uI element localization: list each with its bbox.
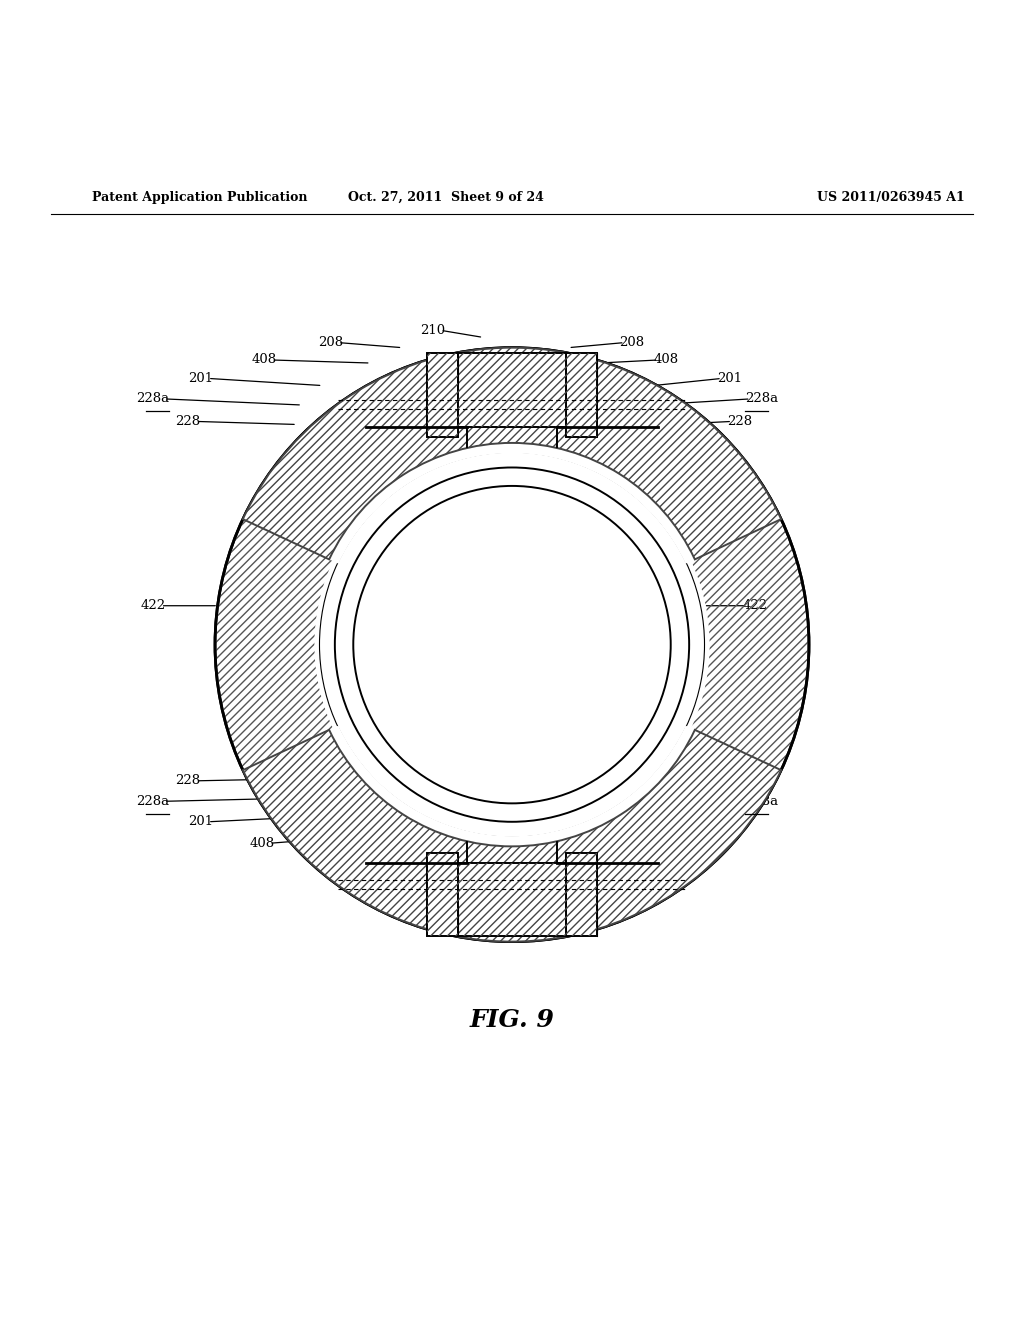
Text: 228a: 228a bbox=[745, 392, 778, 405]
Bar bbox=[458, 352, 566, 426]
Text: 228a: 228a bbox=[136, 392, 169, 405]
Text: 201: 201 bbox=[717, 372, 742, 385]
Bar bbox=[458, 863, 566, 936]
Bar bbox=[566, 352, 597, 437]
Text: 201: 201 bbox=[187, 372, 213, 385]
Text: 201: 201 bbox=[717, 816, 742, 828]
Bar bbox=[427, 853, 458, 936]
Text: 208: 208 bbox=[317, 337, 343, 348]
Bar bbox=[566, 853, 597, 936]
Text: 408: 408 bbox=[249, 837, 274, 850]
Text: 228: 228 bbox=[727, 775, 753, 787]
Circle shape bbox=[215, 347, 809, 941]
Bar bbox=[566, 352, 597, 437]
Text: 208: 208 bbox=[317, 857, 343, 870]
Circle shape bbox=[353, 486, 671, 804]
Text: 422: 422 bbox=[140, 599, 166, 612]
Bar bbox=[566, 853, 597, 936]
Text: Patent Application Publication: Patent Application Publication bbox=[92, 190, 307, 203]
Bar bbox=[458, 863, 566, 936]
Text: 228a: 228a bbox=[136, 795, 169, 808]
Text: 228: 228 bbox=[175, 775, 201, 787]
Bar bbox=[427, 853, 458, 936]
Text: 408: 408 bbox=[251, 354, 276, 367]
Wedge shape bbox=[243, 726, 781, 941]
Text: 228a: 228a bbox=[745, 795, 778, 808]
Text: 201: 201 bbox=[187, 816, 213, 828]
Circle shape bbox=[314, 447, 710, 842]
Text: FIG. 9: FIG. 9 bbox=[470, 1008, 554, 1032]
Text: 422: 422 bbox=[742, 599, 768, 612]
Text: 408: 408 bbox=[653, 354, 679, 367]
Text: 408: 408 bbox=[653, 837, 679, 850]
Wedge shape bbox=[243, 347, 781, 564]
Text: 228: 228 bbox=[727, 414, 753, 428]
Text: US 2011/0263945 A1: US 2011/0263945 A1 bbox=[817, 190, 965, 203]
Text: 228: 228 bbox=[175, 414, 201, 428]
Text: 208: 208 bbox=[597, 857, 623, 870]
Text: 208: 208 bbox=[620, 337, 645, 348]
Bar bbox=[458, 352, 566, 426]
Text: Oct. 27, 2011  Sheet 9 of 24: Oct. 27, 2011 Sheet 9 of 24 bbox=[347, 190, 544, 203]
Bar bbox=[427, 352, 458, 437]
Text: 210: 210 bbox=[420, 323, 445, 337]
Text: 210: 210 bbox=[399, 870, 425, 883]
Bar bbox=[427, 352, 458, 437]
